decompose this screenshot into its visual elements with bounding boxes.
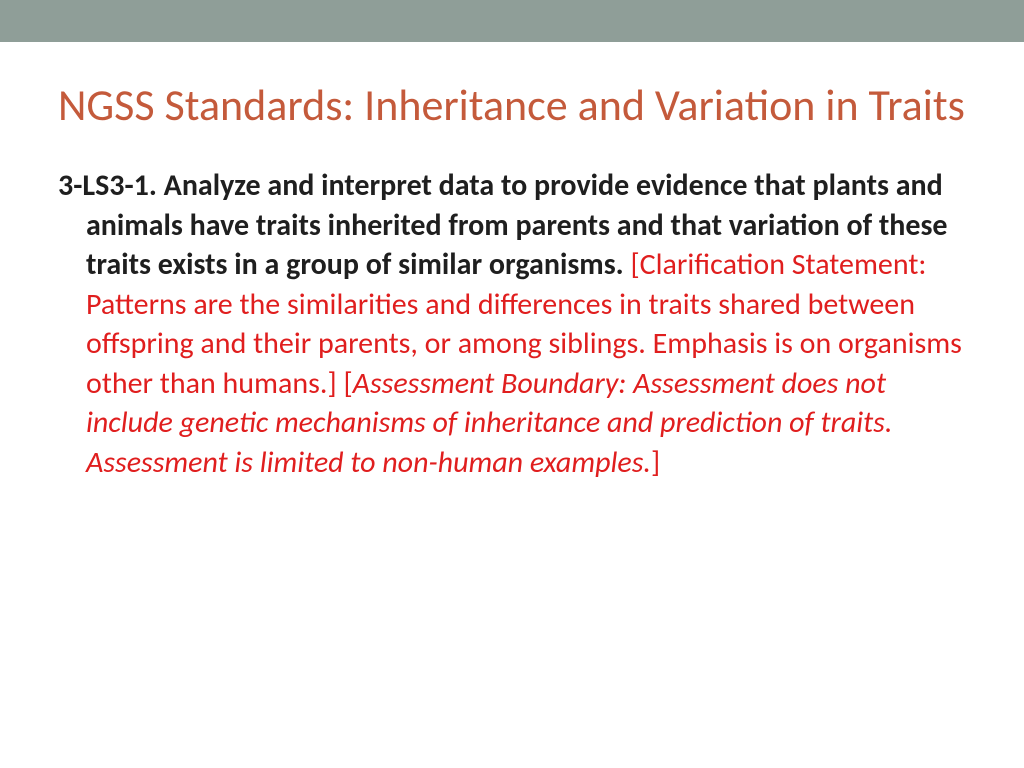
assessment-open-bracket: [: [343, 365, 352, 402]
slide-top-bar: [0, 0, 1024, 42]
assessment-close-bracket: ]: [651, 444, 660, 481]
slide-content: NGSS Standards: Inheritance and Variatio…: [0, 42, 1024, 483]
standard-paragraph: 3-LS3-1. Analyze and interpret data to p…: [58, 166, 966, 483]
slide-title: NGSS Standards: Inheritance and Variatio…: [58, 80, 966, 132]
standard-code: 3-LS3-1.: [58, 167, 157, 204]
